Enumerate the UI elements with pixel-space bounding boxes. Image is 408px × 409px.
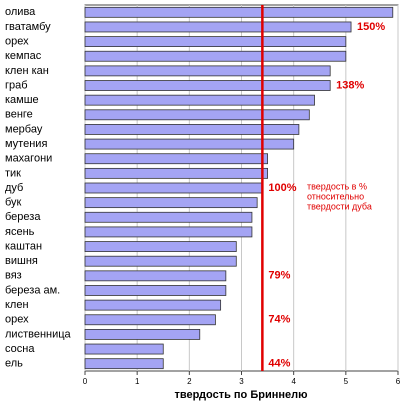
x-axis-title: твердость по Бриннелю [174, 389, 307, 401]
bar [84, 94, 315, 106]
bar [84, 65, 331, 77]
y-tick-label: каштан [5, 240, 42, 252]
y-tick-label: гватамбу [5, 21, 51, 33]
y-tick-label: мербау [5, 123, 43, 135]
bar [84, 299, 222, 311]
value-label: 79% [268, 270, 290, 282]
bar [84, 36, 347, 47]
y-tick-label: орех [5, 314, 29, 326]
x-tick-label: 3 [239, 377, 244, 386]
bar [84, 109, 310, 121]
y-tick-label: граб [5, 79, 28, 91]
bar [84, 211, 253, 223]
y-tick-label: клен кан [5, 65, 49, 77]
y-tick-label: вяз [5, 270, 22, 282]
x-tick-label: 4 [291, 377, 296, 386]
bar [84, 138, 295, 150]
y-tick-label: ясень [5, 226, 35, 238]
y-tick-label: бук [5, 197, 22, 209]
value-label: 74% [268, 314, 290, 326]
x-tick-label: 2 [187, 377, 192, 386]
note: относительно [307, 191, 364, 201]
y-tick-label: кемпас [5, 50, 42, 62]
bar [84, 182, 263, 194]
y-tick-label: дуб [5, 182, 23, 194]
bar [84, 343, 164, 355]
bar [84, 6, 394, 18]
note: твердость в % [307, 181, 367, 191]
bar [84, 21, 352, 33]
bar [84, 226, 253, 238]
bar [84, 167, 268, 179]
x-tick-label: 1 [135, 377, 140, 386]
y-tick-label: клен [5, 299, 29, 311]
value-label: 44% [268, 358, 290, 370]
bar [84, 80, 331, 91]
bar [84, 285, 227, 296]
value-label: 100% [268, 182, 296, 194]
y-tick-label: венге [5, 109, 33, 121]
bar [84, 50, 347, 62]
y-tick-label: мутения [5, 138, 47, 150]
bar [84, 358, 164, 370]
x-tick-label: 6 [396, 377, 401, 386]
x-tick-label: 5 [344, 377, 349, 386]
x-tick-label: 0 [83, 377, 88, 386]
y-tick-label: ель [5, 358, 23, 370]
y-tick-label: тик [5, 167, 21, 179]
y-tick-label: лиственница [5, 328, 72, 340]
y-tick-label: камше [5, 94, 39, 106]
bar [84, 197, 258, 209]
bar [84, 255, 237, 267]
bar [84, 328, 201, 340]
y-tick-label: сосна [5, 343, 35, 355]
y-tick-label: олива [5, 6, 36, 18]
y-tick-label: орех [5, 36, 29, 48]
y-tick-label: вишня [5, 255, 38, 267]
y-tick-label: береза ам. [5, 284, 60, 296]
y-tick-label: береза [5, 211, 41, 223]
bar [84, 153, 268, 165]
bar [84, 314, 216, 326]
bar [84, 270, 227, 282]
bar [84, 241, 237, 252]
note: твердости дуба [307, 201, 372, 211]
bar [84, 124, 300, 135]
value-label: 138% [336, 79, 364, 91]
y-tick-label: махагони [5, 153, 52, 165]
value-label: 150% [357, 21, 385, 33]
